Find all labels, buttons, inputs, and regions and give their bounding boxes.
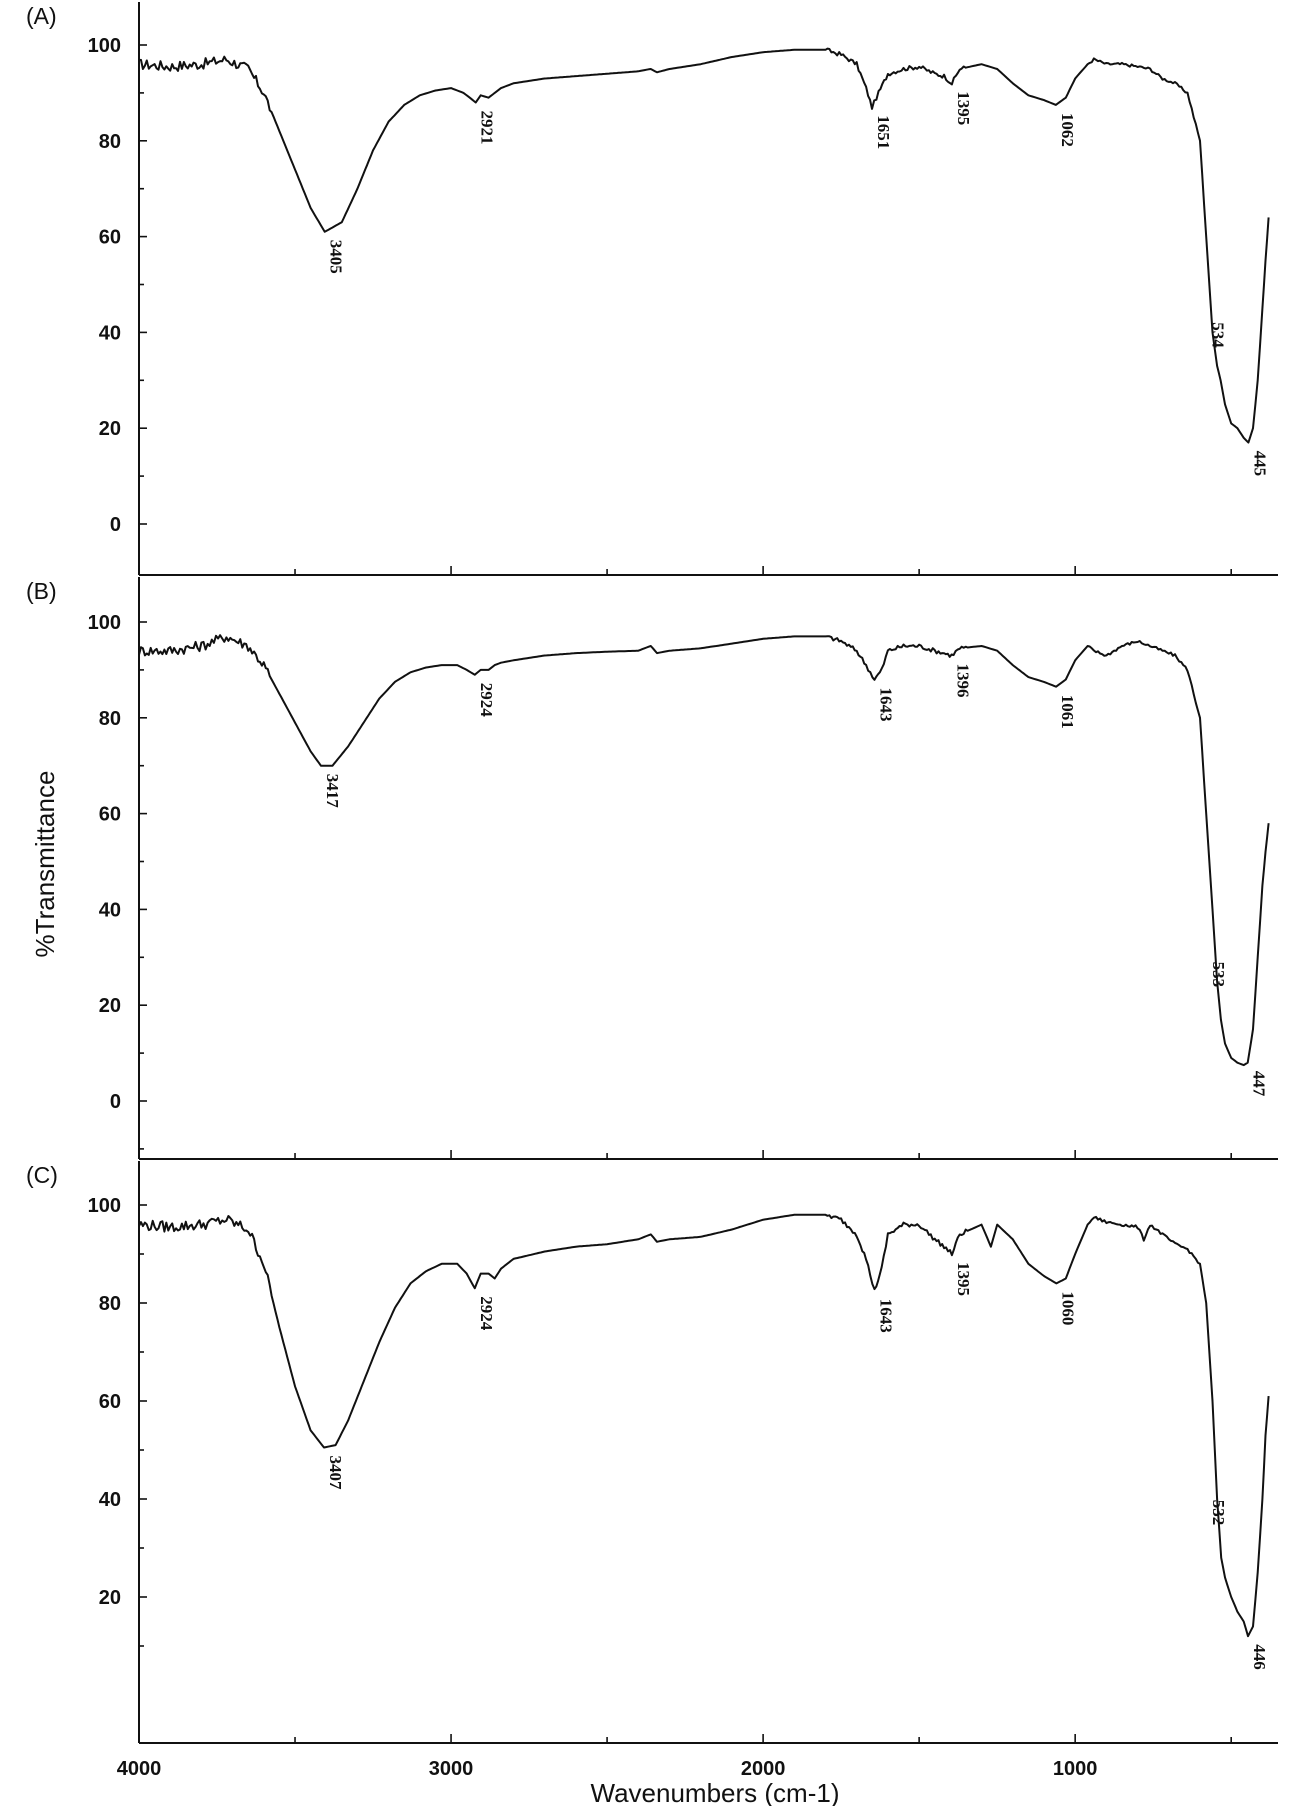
spectrum-line <box>138 47 1270 444</box>
peak-label: 2924 <box>477 683 496 718</box>
peak-label: 447 <box>1250 1071 1269 1097</box>
y-tick-label: 100 <box>88 35 121 57</box>
peak-label: 533 <box>1209 962 1228 988</box>
y-tick-label: 60 <box>99 1391 121 1413</box>
x-axis-title: Wavenumbers (cm-1) <box>591 1778 840 1806</box>
spectrum-line <box>138 1213 1270 1638</box>
peak-label: 1395 <box>954 91 973 125</box>
panel-b: (B) 0 20 40 60 80 100 3417 2924 1643 1396 1061 533 44… <box>26 577 1278 1160</box>
peak-label: 1395 <box>954 1262 973 1296</box>
panel-label: (B) <box>26 578 57 604</box>
x-tick-label: 4000 <box>117 1758 162 1780</box>
peak-label: 3417 <box>323 774 342 809</box>
y-tick-label: 40 <box>99 899 121 921</box>
panel-label: (C) <box>26 1162 58 1188</box>
y-tick-label: 40 <box>99 1489 121 1511</box>
peak-label: 2924 <box>477 1296 496 1331</box>
peak-label: 1060 <box>1058 1291 1077 1325</box>
peak-label: 1643 <box>877 688 896 722</box>
peak-label: 2921 <box>478 111 497 145</box>
spectrum-line <box>138 634 1270 1067</box>
y-tick-label: 0 <box>110 1091 121 1113</box>
peak-label: 1651 <box>874 115 893 149</box>
spectra-panels: (A) 0 20 40 60 80 100 3405 2921 1651 1395 1062 534 44… <box>26 2 1278 1780</box>
y-tick-label: 60 <box>99 227 121 249</box>
panel-a: (A) 0 20 40 60 80 100 3405 2921 1651 1395 1062 534 44… <box>26 2 1278 576</box>
peak-label: 1061 <box>1058 695 1077 729</box>
y-tick-label: 80 <box>99 708 121 730</box>
peak-label: 3407 <box>326 1456 345 1491</box>
peak-label: 3405 <box>327 240 346 274</box>
x-tick-label: 2000 <box>741 1758 786 1780</box>
y-tick-label: 0 <box>110 514 121 536</box>
x-tick-label: 1000 <box>1053 1758 1098 1780</box>
y-tick-label: 60 <box>99 804 121 826</box>
y-tick-label: 80 <box>99 131 121 153</box>
peak-label: 1643 <box>877 1299 896 1333</box>
peak-label: 1396 <box>954 664 973 698</box>
y-tick-label: 20 <box>99 1587 121 1609</box>
y-tick-label: 100 <box>88 612 121 634</box>
y-tick-label: 20 <box>99 995 121 1017</box>
peak-label: 446 <box>1250 1644 1269 1670</box>
y-tick-label: 40 <box>99 322 121 344</box>
y-tick-label: 80 <box>99 1293 121 1315</box>
y-tick-label: 100 <box>88 1195 121 1217</box>
y-axis-title: %Transmittance <box>30 771 60 958</box>
x-tick-label: 3000 <box>429 1758 474 1780</box>
panel-c: (C) 20 40 60 80 100 4000 3000 2000 1000 3407 2924 16… <box>26 1161 1278 1780</box>
peak-label: 532 <box>1209 1500 1228 1526</box>
peak-label: 534 <box>1209 322 1228 348</box>
y-tick-label: 20 <box>99 418 121 440</box>
panel-label: (A) <box>26 3 57 29</box>
peak-label: 445 <box>1250 451 1269 477</box>
peak-label: 1062 <box>1058 113 1077 147</box>
